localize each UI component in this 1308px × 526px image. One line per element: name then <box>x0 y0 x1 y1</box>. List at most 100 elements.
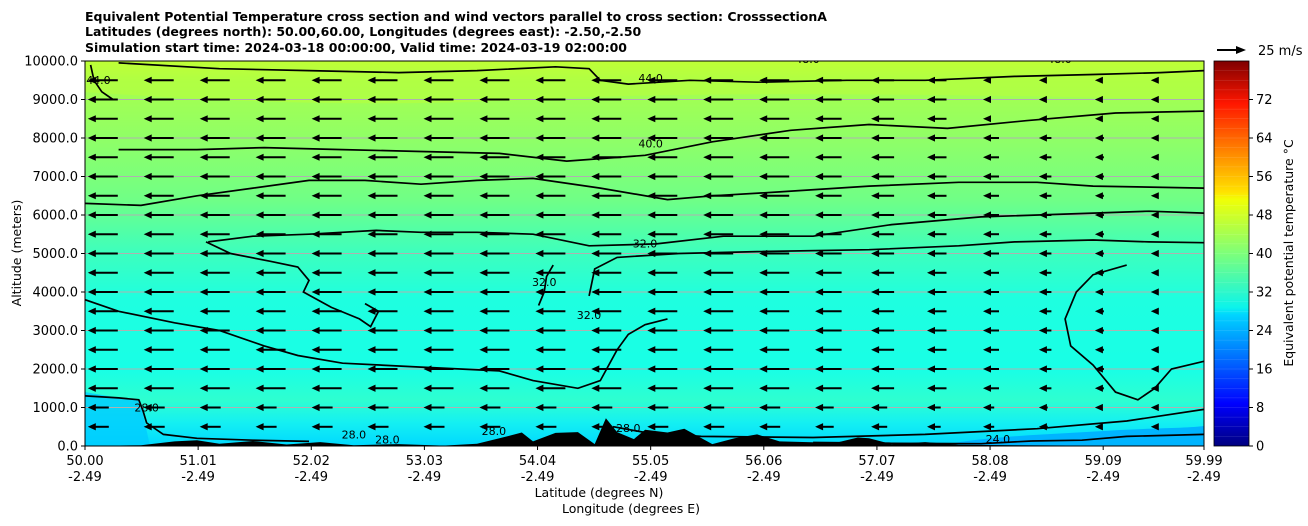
wind-vector-head <box>199 172 208 181</box>
wind-vectors <box>87 76 1159 431</box>
wind-vector-head <box>1094 326 1103 335</box>
wind-vector-head <box>983 95 991 104</box>
wind-vector-head <box>199 423 208 431</box>
wind-vector-head <box>311 288 320 296</box>
wind-vector-head <box>647 384 656 392</box>
wind-vector-head <box>871 211 880 219</box>
wind-vector-head <box>367 384 376 392</box>
wind-vector-head <box>423 384 432 392</box>
wind-vector-head <box>815 346 824 354</box>
wind-vector-head <box>479 153 488 161</box>
wind-vector-head <box>927 365 935 373</box>
wind-vector-head <box>591 192 600 200</box>
wind-vector-head <box>311 307 320 315</box>
x-tick-label-lon: -2.49 <box>1086 470 1120 485</box>
wind-vector-head <box>1150 172 1159 181</box>
wind-vector-head <box>87 346 96 354</box>
wind-vector-head <box>87 269 96 277</box>
contour-lines <box>85 62 1204 445</box>
wind-vector-head <box>87 153 96 161</box>
wind-vector-head <box>423 326 432 335</box>
wind-vector-head <box>199 230 208 238</box>
wind-vector-head <box>927 269 935 277</box>
wind-vector-head <box>983 192 991 200</box>
wind-vector-head <box>143 192 152 200</box>
wind-vector-head <box>1150 230 1159 238</box>
wind-vector-head <box>759 249 768 258</box>
wind-vector-head <box>703 365 712 373</box>
wind-vector-head <box>535 365 544 373</box>
chart-title-line-1: Equivalent Potential Temperature cross s… <box>85 9 827 24</box>
wind-vector-head <box>871 403 880 412</box>
contour-line-32-0 <box>85 298 668 390</box>
wind-vector-head <box>1150 365 1159 373</box>
wind-vector-head <box>1150 192 1159 200</box>
wind-vector-head <box>479 403 488 412</box>
x-tick-label-lat: 58.08 <box>971 454 1008 469</box>
wind-vector-head <box>815 403 824 412</box>
wind-vector-head <box>479 95 488 104</box>
wind-vector-head <box>703 423 712 431</box>
wind-vector-head <box>199 326 208 335</box>
wind-vector-head <box>479 134 488 142</box>
wind-vector-head <box>423 76 432 84</box>
wind-vector-head <box>367 249 376 258</box>
wind-vector-head <box>535 115 544 123</box>
wind-vector-head <box>87 307 96 315</box>
wind-vector-head <box>1038 172 1047 181</box>
wind-vector-head <box>255 326 264 335</box>
wind-vector-head <box>199 346 208 354</box>
wind-vector-head <box>1094 192 1103 200</box>
wind-vector-head <box>815 230 824 238</box>
wind-vector-head <box>647 153 656 161</box>
wind-vector-head <box>591 76 600 84</box>
wind-vector-head <box>367 153 376 161</box>
wind-vector-head <box>1094 115 1103 123</box>
wind-vector-head <box>1094 346 1103 354</box>
wind-vector-head <box>311 115 320 123</box>
wind-vector-head <box>815 134 824 142</box>
wind-vector-head <box>1038 423 1047 431</box>
wind-vector-head <box>815 365 824 373</box>
contour-line-36-0 <box>208 210 1204 247</box>
wind-vector-head <box>535 134 544 142</box>
contour-line-32-0 <box>1064 264 1204 401</box>
wind-vector-head <box>535 403 544 412</box>
wind-vector-head <box>255 269 264 277</box>
y-tick-label: 1000.0 <box>33 401 79 416</box>
contour-line-44-0 <box>89 64 114 101</box>
wind-vector-head <box>983 115 991 123</box>
wind-vector-head <box>1094 423 1103 431</box>
wind-vector-head <box>423 423 432 431</box>
wind-vector-head <box>143 269 152 277</box>
wind-vector-head <box>423 134 432 142</box>
wind-vector-head <box>927 346 935 354</box>
wind-vector-head <box>367 172 376 181</box>
wind-vector-head <box>367 403 376 412</box>
wind-vector-head <box>703 134 712 142</box>
wind-vector-head <box>143 423 152 431</box>
wind-vector-head <box>423 403 432 412</box>
contour-line-40-0 <box>85 177 1204 207</box>
wind-vector-head <box>255 346 264 354</box>
wind-vector-head <box>143 384 152 392</box>
wind-vector-head <box>311 326 320 335</box>
wind-vector-head <box>983 403 991 412</box>
colorbar-tick-label: 24 <box>1256 324 1273 339</box>
wind-vector-head <box>1150 384 1159 392</box>
wind-vector-head <box>423 346 432 354</box>
wind-vector-head <box>927 211 935 219</box>
wind-vector-head <box>367 423 376 431</box>
wind-vector-head <box>423 192 432 200</box>
contour-labels: 24.028.028.028.028.028.032.032.032.040.0… <box>86 61 1072 446</box>
wind-vector-head <box>871 269 880 277</box>
wind-vector-head <box>759 269 768 277</box>
colorbar-tick-label: 48 <box>1256 209 1273 224</box>
wind-vector-head <box>983 269 991 277</box>
wind-vector-head <box>983 230 991 238</box>
wind-vector-head <box>535 326 544 335</box>
y-tick-label: 7000.0 <box>33 170 79 185</box>
wind-vector-head <box>479 230 488 238</box>
x-tick-label-lat: 53.03 <box>406 454 443 469</box>
wind-vector-head <box>255 403 264 412</box>
